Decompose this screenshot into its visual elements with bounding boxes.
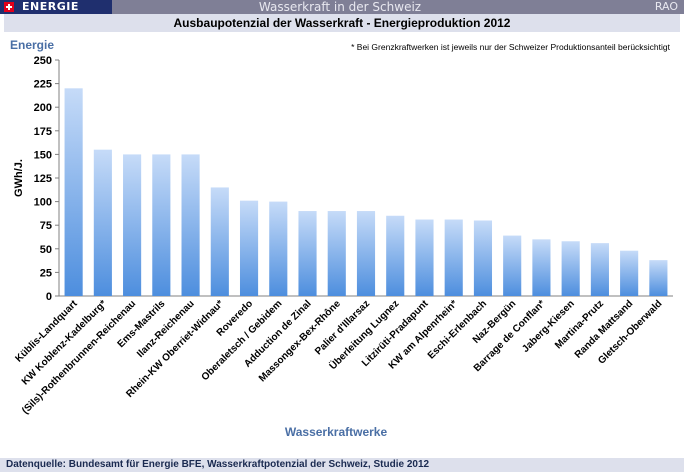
bar <box>561 241 580 296</box>
bar <box>210 187 229 296</box>
x-axis-title: Wasserkraftwerke <box>285 425 388 439</box>
bar <box>503 235 522 296</box>
bar <box>181 154 200 296</box>
bar <box>356 211 376 296</box>
bar <box>152 154 171 296</box>
header-bar: ENERGIE Wasserkraft in der Schweiz RAO <box>0 0 684 14</box>
y-tick-label: 125 <box>34 173 52 185</box>
bar <box>415 219 434 296</box>
bar <box>123 154 142 296</box>
bar <box>64 88 83 296</box>
energie-badge: ENERGIE <box>0 0 112 14</box>
y-tick-label: 75 <box>40 220 52 232</box>
y-tick-label: 150 <box>34 149 52 161</box>
y-tick-label: 0 <box>46 291 52 303</box>
badge-label: ENERGIE <box>22 0 79 13</box>
swiss-flag-icon <box>4 2 14 12</box>
bar <box>532 239 551 296</box>
bar <box>649 260 668 296</box>
corner-label: Energie <box>10 38 54 52</box>
bar-chart: Energie * Bei Grenzkraftwerken ist jeweil… <box>10 38 673 439</box>
footer-source: Datenquelle: Bundesamt für Energie BFE, … <box>0 458 684 472</box>
x-tick-label: Jaberg-Kiesen <box>520 298 577 355</box>
bar <box>590 243 609 296</box>
y-tick-label: 200 <box>34 102 52 114</box>
chart-note: * Bei Grenzkraftwerken ist jeweils nur d… <box>351 42 671 52</box>
bar <box>327 211 346 296</box>
header-right-label: RAO <box>654 0 678 13</box>
y-tick-label: 175 <box>34 126 52 138</box>
x-tick-label: (Sils)-Rothenbrunnen-Reichenau <box>20 298 138 416</box>
bar <box>298 211 317 296</box>
bar <box>269 201 288 296</box>
y-tick-label: 50 <box>40 244 52 256</box>
bar <box>386 215 405 296</box>
y-tick-label: 100 <box>34 197 52 209</box>
y-axis-title: GWh/J. <box>13 159 25 197</box>
bar <box>473 220 493 296</box>
bar <box>444 219 463 296</box>
header-title: Wasserkraft in der Schweiz <box>258 0 422 14</box>
y-tick-label: 250 <box>34 55 52 67</box>
bar <box>239 200 259 296</box>
y-tick-label: 25 <box>40 267 52 279</box>
footer-text: Datenquelle: Bundesamt für Energie BFE, … <box>6 459 430 470</box>
chart-title: Ausbaupotenzial der Wasserkraft - Energi… <box>4 14 680 32</box>
bar <box>620 250 639 296</box>
bar <box>93 149 112 296</box>
y-tick-label: 225 <box>34 79 52 91</box>
